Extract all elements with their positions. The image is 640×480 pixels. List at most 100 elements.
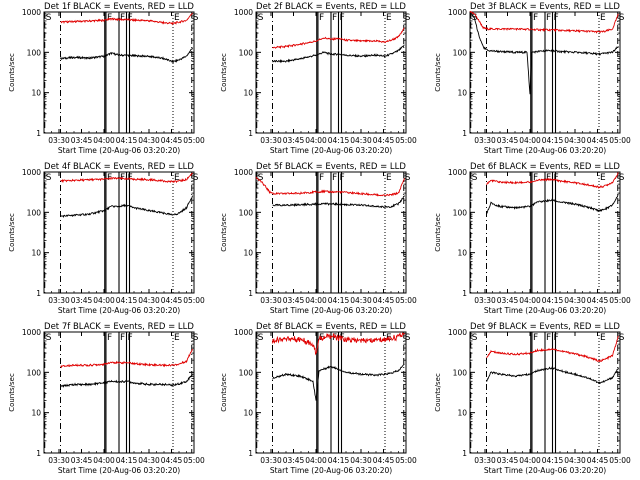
- series-line-lld: [60, 172, 193, 184]
- series-line-events: [60, 373, 193, 388]
- event-marker-label: F: [340, 13, 345, 23]
- y-axis-label: Counts/sec: [8, 213, 16, 252]
- panel-5: Det 5f BLACK = Events, RED = LLD 1 10 100 10…: [220, 162, 417, 315]
- x-tick-label: 03:30: [260, 136, 282, 145]
- x-tick-label: 04:00: [519, 296, 541, 305]
- event-marker-label: S: [405, 173, 411, 183]
- panel-title: Det 5f BLACK = Events, RED = LLD: [256, 162, 406, 172]
- x-tick-label: 03:45: [497, 296, 519, 305]
- x-tick-label: 04:30: [564, 296, 586, 305]
- event-marker-label: F: [533, 173, 538, 183]
- y-axis-label: Counts/sec: [8, 53, 16, 92]
- y-axis-label: Counts/sec: [220, 53, 228, 92]
- y-tick-label: 100: [453, 48, 468, 57]
- event-marker-label: S: [619, 173, 625, 183]
- y-tick-label: 100: [239, 48, 254, 57]
- panel-title: Det 3f BLACK = Events, RED = LLD: [470, 2, 620, 12]
- x-tick-label: 05:00: [609, 136, 631, 145]
- x-tick-label: 04:15: [542, 296, 564, 305]
- series-line-lld: [272, 27, 405, 50]
- y-tick-label: 100: [27, 208, 42, 217]
- x-tick-label: 03:45: [497, 456, 519, 465]
- x-tick-label: 04:00: [305, 136, 327, 145]
- x-tick-label: 05:00: [395, 456, 417, 465]
- y-tick-label: 10: [457, 249, 467, 258]
- event-marker-label: F: [332, 13, 337, 23]
- y-tick-label: 100: [453, 368, 468, 377]
- y-tick-label: 1000: [448, 168, 467, 177]
- y-tick-label: 100: [27, 368, 42, 377]
- y-tick-label: 10: [31, 409, 41, 418]
- y-tick-label: 1000: [448, 328, 467, 337]
- event-marker-label: F: [554, 333, 559, 343]
- x-tick-label: 03:45: [283, 296, 305, 305]
- y-axis-label: Counts/sec: [8, 373, 16, 412]
- y-tick-label: 100: [239, 208, 254, 217]
- x-axis-label: Start Time (20-Aug-06 03:20:20): [58, 466, 180, 475]
- x-tick-label: 04:00: [305, 296, 327, 305]
- series-line-lld: [469, 10, 619, 34]
- x-tick-label: 03:45: [283, 136, 305, 145]
- y-tick-label: 1000: [22, 168, 41, 177]
- x-tick-label: 05:00: [183, 456, 205, 465]
- panel-4: Det 4f BLACK = Events, RED = LLD 1 10 100 10…: [8, 162, 205, 315]
- event-marker-label: F: [319, 173, 324, 183]
- event-marker-label: S: [405, 13, 411, 23]
- event-marker-label: F: [340, 173, 345, 183]
- y-tick-label: 100: [453, 208, 468, 217]
- panel-2: Det 2f BLACK = Events, RED = LLD 1 10 100 10…: [220, 2, 417, 155]
- series-line-events: [486, 366, 619, 385]
- event-marker-label: E: [600, 333, 606, 343]
- y-tick-label: 1000: [22, 328, 41, 337]
- y-tick-label: 10: [31, 89, 41, 98]
- x-tick-label: 04:30: [350, 136, 372, 145]
- x-tick-label: 04:45: [587, 296, 609, 305]
- y-tick-label: 10: [243, 249, 253, 258]
- series-line-events: [272, 195, 405, 209]
- x-tick-label: 03:30: [260, 296, 282, 305]
- x-tick-label: 04:15: [328, 136, 350, 145]
- panel-1: Det 1f BLACK = Events, RED = LLD 1 10 100 10…: [8, 2, 205, 155]
- panel-title: Det 9f BLACK = Events, RED = LLD: [470, 322, 620, 332]
- series-line-lld: [486, 335, 619, 363]
- event-marker-label: S: [472, 173, 478, 183]
- y-tick-label: 1: [248, 289, 253, 298]
- x-tick-label: 04:15: [542, 136, 564, 145]
- y-tick-label: 100: [239, 368, 254, 377]
- event-marker-label: F: [128, 333, 133, 343]
- event-marker-label: S: [46, 13, 52, 23]
- series-line-events: [469, 11, 619, 95]
- y-axis-label: Counts/sec: [434, 53, 442, 92]
- x-tick-label: 04:15: [116, 296, 138, 305]
- x-tick-label: 04:15: [328, 456, 350, 465]
- x-tick-label: 05:00: [395, 136, 417, 145]
- x-tick-label: 03:45: [71, 136, 93, 145]
- y-tick-label: 1: [36, 449, 41, 458]
- event-marker-label: S: [193, 333, 199, 343]
- x-axis-label: Start Time (20-Aug-06 03:20:20): [58, 306, 180, 315]
- event-marker-label: F: [107, 333, 112, 343]
- y-tick-label: 1000: [22, 8, 41, 17]
- x-tick-label: 04:00: [519, 136, 541, 145]
- event-marker-label: S: [46, 333, 52, 343]
- x-tick-label: 04:30: [350, 296, 372, 305]
- x-tick-label: 04:00: [305, 456, 327, 465]
- x-tick-label: 04:45: [587, 136, 609, 145]
- event-marker-label: F: [340, 333, 345, 343]
- x-tick-label: 05:00: [183, 136, 205, 145]
- x-tick-label: 04:30: [564, 456, 586, 465]
- y-tick-label: 1: [36, 129, 41, 138]
- event-marker-label: S: [619, 13, 625, 23]
- panel-3: Det 3f BLACK = Events, RED = LLD 1 10 100 10…: [434, 2, 631, 155]
- series-line-events: [272, 363, 405, 401]
- x-tick-label: 03:30: [474, 456, 496, 465]
- x-tick-label: 03:30: [48, 136, 70, 145]
- event-marker-label: E: [386, 13, 392, 23]
- y-tick-label: 10: [243, 89, 253, 98]
- event-marker-label: E: [174, 13, 180, 23]
- event-marker-label: E: [386, 333, 392, 343]
- x-tick-label: 04:30: [350, 456, 372, 465]
- panel-title: Det 8f BLACK = Events, RED = LLD: [256, 322, 406, 332]
- x-tick-label: 04:45: [373, 136, 395, 145]
- x-tick-label: 05:00: [609, 456, 631, 465]
